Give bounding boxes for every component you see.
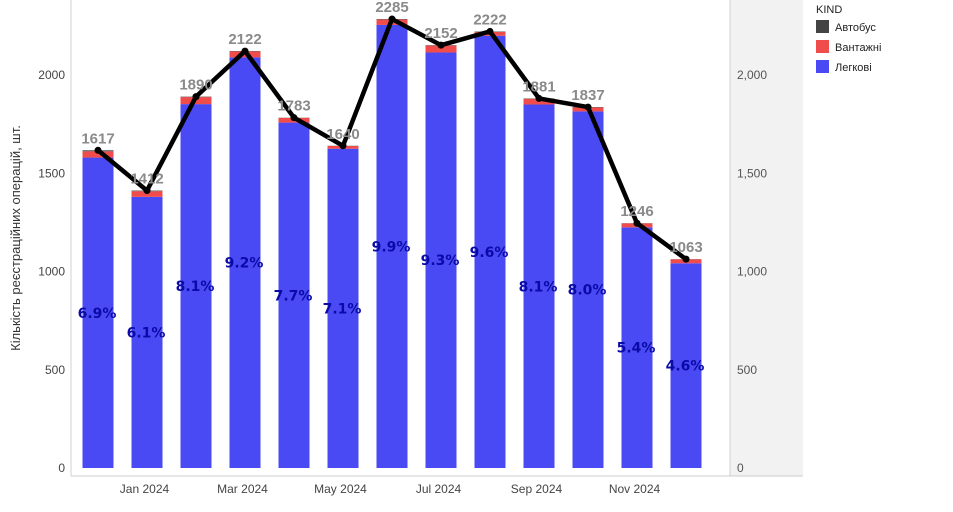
line-point (143, 187, 151, 195)
bar-segment (474, 35, 506, 469)
bar-segment (82, 157, 114, 468)
bar-segment (327, 148, 359, 468)
bar-segment (229, 57, 261, 469)
legend-label: Вантажні (835, 42, 881, 54)
line-point (682, 255, 690, 263)
y-tick-label-left: 1500 (38, 166, 65, 180)
line-point (584, 103, 592, 111)
line-point (437, 41, 445, 49)
x-tick-label: Sep 2024 (511, 482, 563, 496)
line-point (290, 114, 298, 122)
y-axis-label: Кількість реєстраційних операцій, шт. (8, 125, 23, 351)
bar-segment (278, 122, 310, 469)
percent-label: 4.6% (666, 359, 705, 375)
line-point (535, 94, 543, 102)
bar-segment (425, 45, 457, 53)
total-label: 1063 (669, 239, 702, 256)
x-tick-label: Jul 2024 (416, 482, 462, 496)
y-tick-label-right: 500 (737, 363, 757, 377)
legend-label: Автобус (835, 22, 876, 34)
percent-label: 6.1% (127, 325, 166, 341)
line-point (486, 27, 494, 35)
y-tick-label-right: 1,000 (737, 265, 767, 279)
percent-label: 8.0% (568, 283, 607, 299)
left-y-axis: 0 500 1000 1500 2000 (38, 68, 65, 475)
total-label: 1837 (571, 87, 604, 104)
bar-segment (131, 196, 163, 468)
x-tick-label: May 2024 (314, 482, 367, 496)
y-tick-label-left: 2000 (38, 68, 65, 82)
y-tick-label-left: 0 (58, 461, 65, 475)
legend-title: KIND (816, 4, 842, 16)
total-label: 1412 (130, 171, 163, 188)
percent-label: 9.2% (225, 256, 264, 272)
percent-label: 5.4% (617, 341, 656, 357)
percent-label: 6.9% (78, 306, 117, 322)
legend-swatch (816, 40, 829, 53)
y-tick-label-left: 1000 (38, 265, 65, 279)
y-tick-label-left: 500 (45, 363, 65, 377)
y-tick-label-right: 1,500 (737, 166, 767, 180)
bar-segment (425, 52, 457, 469)
y-tick-label-right: 0 (737, 461, 744, 475)
bars (82, 19, 702, 469)
bar-segment (621, 227, 653, 468)
total-line-layer (94, 15, 690, 263)
total-label: 2222 (473, 11, 506, 28)
line-point (633, 219, 641, 227)
total-label: 2152 (424, 25, 457, 42)
legend-swatch (816, 60, 829, 73)
y-tick-label-right: 2,000 (737, 68, 767, 82)
total-label: 1890 (179, 77, 212, 94)
data-labels: 1617 1412 1890 2122 1783 1640 2285 2152 2222 1881… (78, 0, 705, 375)
percent-label: 9.9% (372, 239, 411, 255)
x-axis: Jan 2024 Mar 2024 May 2024 Jul 2024 Sep 2024… (120, 482, 661, 496)
bar-segment (180, 104, 212, 469)
total-label: 1783 (277, 98, 310, 115)
line-point (192, 93, 200, 101)
legend-swatch (816, 20, 829, 33)
bar-segment (82, 151, 114, 158)
bar-segment (523, 104, 555, 468)
x-tick-label: Nov 2024 (609, 482, 661, 496)
total-label: 2285 (375, 0, 408, 16)
line-point (94, 146, 102, 154)
total-label: 2122 (228, 31, 261, 48)
total-label: 1246 (620, 203, 653, 220)
x-tick-label: Jan 2024 (120, 482, 170, 496)
percent-label: 9.3% (421, 253, 460, 269)
total-label: 1640 (326, 126, 359, 143)
percent-label: 8.1% (519, 279, 558, 295)
total-label: 1617 (81, 130, 114, 147)
x-tick-label: Mar 2024 (217, 482, 268, 496)
percent-label: 7.7% (274, 288, 313, 304)
legend: KIND Автобус Вантажні Легкові (816, 4, 881, 74)
percent-label: 9.6% (470, 245, 509, 261)
bar-segment (376, 24, 408, 468)
line-point (241, 47, 249, 55)
legend-label: Легкові (835, 62, 872, 74)
percent-label: 8.1% (176, 279, 215, 295)
line-point (339, 142, 347, 150)
line-point (388, 15, 396, 23)
bar-segment (670, 263, 702, 468)
right-y-axis: 0 500 1,000 1,500 2,000 (737, 68, 767, 475)
percent-label: 7.1% (323, 301, 362, 317)
total-label: 1881 (522, 78, 555, 95)
right-axis-panel (730, 0, 803, 476)
bar-segment (572, 111, 604, 468)
